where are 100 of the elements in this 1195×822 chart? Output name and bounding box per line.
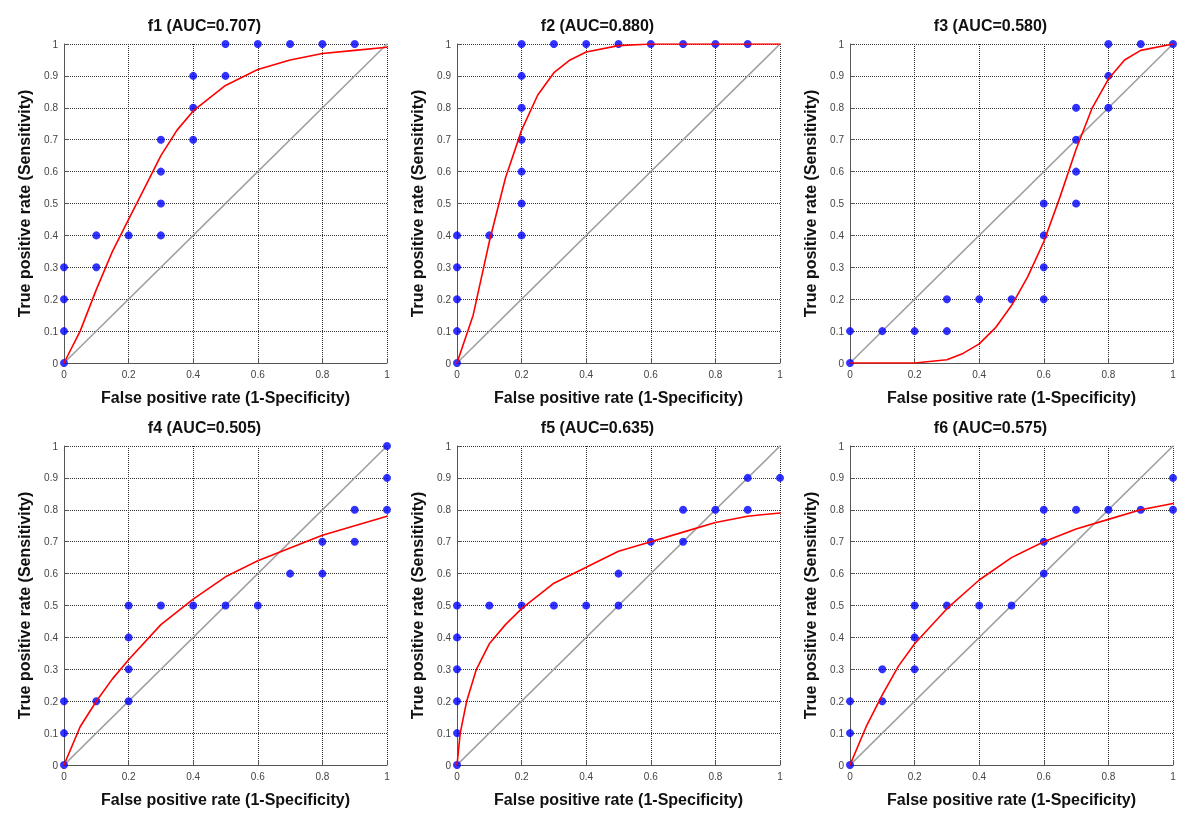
y-tick-label: 0.2 [830,695,845,707]
point [1104,103,1113,112]
point [350,40,359,48]
point [318,40,327,48]
y-tick-label: 0.3 [830,261,845,273]
point [1039,263,1048,272]
point [975,601,984,610]
point [1039,295,1048,304]
y-tick-label: 0.7 [830,536,845,548]
y-tick-label: 1 [52,38,59,50]
x-axis-title: False positive rate (1-Specificity) [101,790,350,808]
point [60,729,68,738]
y-tick-label: 0.3 [437,261,452,273]
y-tick-label: 0.5 [44,198,59,209]
y-tick-label: 0 [445,357,452,369]
point [1072,505,1081,514]
y-tick-label: 0.5 [830,600,845,611]
point [878,665,887,674]
x-tick-label: 0.6 [643,770,659,782]
point [318,537,327,546]
x-tick-label: 0.4 [579,368,594,380]
point [350,505,359,514]
point [92,263,101,272]
point [711,505,720,514]
chart-title: f6 (AUC=0.575) [933,418,1048,436]
point [1169,473,1177,482]
chart-title: f4 (AUC=0.505) [147,418,262,436]
point [517,231,526,240]
y-axis-title: True positive rate (Sensitivity) [15,89,33,318]
x-tick-label: 0.4 [972,770,987,782]
point [517,167,526,176]
x-tick-label: 0.8 [708,770,723,782]
y-tick-label: 0.9 [830,472,845,484]
y-tick-label: 0.8 [437,504,452,516]
point [189,71,198,80]
y-tick-label: 0.9 [44,70,59,82]
y-axis-title: True positive rate (Sensitivity) [15,491,33,720]
point [156,135,165,144]
point [1072,103,1081,112]
y-tick-label: 0.2 [830,293,845,305]
y-tick-label: 0.9 [437,70,452,82]
x-tick-label: 0.2 [514,368,529,380]
x-tick-label: 0.4 [579,770,594,782]
point [1007,601,1016,610]
x-tick-label: 1 [1170,770,1177,782]
point [156,167,165,176]
x-tick-label: 0 [454,770,461,782]
chart-title: f1 (AUC=0.707) [147,16,262,34]
y-tick-label: 1 [52,440,59,452]
point [517,103,526,112]
x-tick-label: 1 [384,368,391,380]
x-tick-label: 0.8 [315,770,330,782]
y-tick-label: 0 [838,759,845,771]
x-tick-label: 0.6 [250,770,266,782]
y-tick-label: 0.9 [830,70,845,82]
x-tick-label: 1 [777,368,784,380]
x-tick-label: 0 [61,368,68,380]
point [743,473,752,482]
x-tick-label: 0.8 [315,368,330,380]
x-tick-label: 0 [454,368,461,380]
y-tick-label: 0.7 [830,134,845,146]
y-tick-label: 0.4 [830,631,845,643]
y-tick-label: 0.8 [44,102,59,114]
y-tick-label: 0.5 [830,198,845,209]
y-tick-label: 0.6 [44,166,59,178]
x-tick-label: 1 [1170,368,1177,380]
y-tick-label: 0.2 [437,293,452,305]
x-tick-label: 0 [847,770,854,782]
point [60,697,68,706]
point [453,231,461,240]
point [60,263,68,272]
y-tick-label: 0.6 [830,568,845,580]
point [910,665,919,674]
y-tick-label: 0.9 [44,472,59,484]
y-tick-label: 0.9 [437,472,452,484]
x-axis-title: False positive rate (1-Specificity) [494,388,743,406]
y-axis-title: True positive rate (Sensitivity) [801,89,819,318]
x-tick-label: 0.6 [1036,368,1052,380]
y-tick-label: 0.2 [437,695,452,707]
point [1039,199,1048,208]
y-tick-label: 0.1 [437,325,452,337]
point [582,601,591,610]
point [189,601,198,610]
point [453,633,461,642]
point [679,505,688,514]
y-tick-label: 0.5 [437,198,452,209]
y-axis-title: True positive rate (Sensitivity) [408,89,426,318]
point [350,537,359,546]
x-tick-label: 0.8 [1101,770,1116,782]
y-tick-label: 0.7 [44,536,59,548]
point [910,633,919,642]
x-tick-label: 0.2 [121,770,136,782]
point [846,697,854,706]
y-axis-title: True positive rate (Sensitivity) [408,491,426,720]
point [383,442,391,450]
point [1039,569,1048,578]
point [517,71,526,80]
point [453,697,461,706]
point [517,40,526,48]
point [846,729,854,738]
